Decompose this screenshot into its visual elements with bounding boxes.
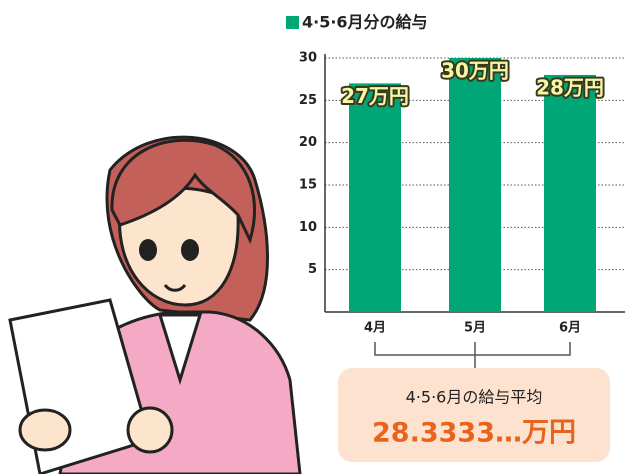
x-tick-label: 6月: [559, 321, 581, 336]
value-label: 28万円: [536, 75, 604, 99]
value-label: 30万円: [441, 59, 509, 83]
title-marker: [286, 16, 299, 29]
y-tick-label: 25: [299, 93, 317, 108]
plot: 5 10 15 20 25 30 4月 27万円 5月 30万円 6月 28万円: [299, 51, 625, 336]
x-tick-label: 4月: [364, 321, 386, 336]
chart: 4·5·6月分の給与 5 10 15 20 25 30 4月 27万円 5月 30万円 6月 28万円…: [0, 0, 631, 474]
y-tick-label: 20: [299, 135, 317, 150]
average-label: 4·5·6月の給与平均: [406, 388, 543, 407]
y-tick-label: 15: [299, 178, 317, 193]
y-tick-label: 10: [299, 220, 317, 235]
bar: [544, 75, 596, 312]
y-tick-label: 30: [299, 51, 317, 66]
average-value: 28.3333…万円: [372, 418, 576, 449]
bar: [349, 83, 401, 312]
value-label: 27万円: [341, 84, 409, 108]
y-tick-label: 5: [308, 262, 317, 277]
chart-title: 4·5·6月分の給与: [302, 13, 428, 32]
bracket: [375, 342, 570, 370]
illustration: [10, 137, 300, 474]
bar: [449, 58, 501, 312]
x-tick-label: 5月: [464, 321, 486, 336]
